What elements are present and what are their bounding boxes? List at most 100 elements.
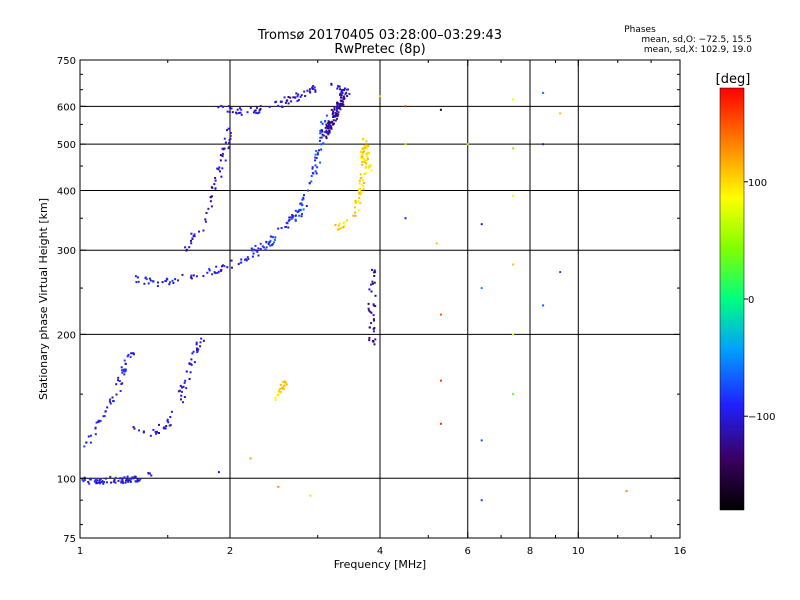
data-point	[304, 95, 307, 97]
data-point	[118, 380, 121, 383]
data-point	[352, 214, 355, 217]
data-point	[199, 341, 202, 344]
data-point	[111, 396, 114, 399]
data-point	[125, 479, 127, 482]
data-point	[369, 163, 372, 166]
data-point	[354, 199, 357, 202]
data-point	[228, 110, 231, 113]
data-point	[124, 368, 127, 371]
data-point	[182, 401, 184, 404]
y-tick-label: 750	[57, 56, 76, 67]
data-point	[294, 209, 297, 212]
data-point	[122, 369, 125, 372]
data-point	[348, 92, 351, 95]
data-point	[334, 119, 337, 122]
data-point	[298, 214, 301, 217]
data-point	[361, 155, 364, 158]
data-point	[320, 143, 323, 146]
data-point	[226, 266, 229, 269]
data-point	[339, 88, 342, 91]
data-point	[254, 244, 257, 247]
data-point	[367, 307, 370, 310]
data-point	[342, 100, 345, 103]
axis-ticks: 1 2 4 6 8 10 16 75 100 200 300 400 500 600 750	[57, 56, 686, 557]
data-point	[133, 427, 136, 430]
data-point	[315, 157, 318, 159]
data-point	[252, 252, 255, 255]
data-point	[370, 283, 372, 286]
data-point	[172, 282, 175, 284]
data-point	[221, 147, 224, 150]
data-point	[357, 200, 360, 203]
data-point	[512, 98, 515, 101]
data-point	[368, 309, 371, 312]
data-point	[358, 182, 361, 185]
data-point	[164, 427, 167, 430]
data-point	[313, 86, 316, 89]
data-point	[362, 188, 365, 191]
data-point	[205, 212, 208, 214]
data-point	[328, 124, 331, 127]
data-point	[158, 432, 160, 434]
data-point	[269, 235, 272, 238]
data-point	[267, 243, 270, 246]
data-point	[347, 88, 350, 91]
data-point	[121, 382, 124, 385]
data-point	[337, 85, 340, 88]
data-point	[223, 147, 226, 150]
data-point	[340, 96, 342, 99]
data-point	[290, 217, 293, 220]
data-point	[294, 218, 297, 221]
data-point	[311, 166, 314, 169]
data-point	[362, 185, 365, 188]
data-point	[216, 167, 219, 170]
data-point	[372, 303, 375, 306]
data-point	[368, 166, 370, 169]
data-point	[143, 282, 146, 285]
data-point	[320, 131, 323, 134]
data-point	[156, 285, 159, 287]
data-point	[318, 139, 321, 142]
data-point	[94, 479, 97, 482]
data-point	[185, 387, 188, 390]
data-point	[121, 371, 124, 374]
data-point	[192, 350, 195, 353]
data-point	[370, 290, 373, 293]
data-point	[366, 147, 369, 150]
data-point	[250, 247, 253, 250]
data-point	[314, 89, 317, 92]
data-point	[193, 235, 196, 238]
data-point	[83, 476, 86, 479]
data-point	[103, 481, 105, 483]
data-point	[373, 269, 376, 272]
data-point	[213, 183, 216, 186]
data-point	[318, 149, 320, 152]
data-point	[211, 273, 214, 276]
data-point	[325, 114, 328, 117]
data-point	[273, 241, 276, 244]
data-point	[259, 248, 262, 250]
data-point	[331, 113, 334, 116]
data-point	[362, 159, 365, 162]
data-point	[379, 95, 381, 98]
data-point	[126, 355, 129, 358]
data-point	[512, 393, 515, 396]
data-point	[97, 420, 100, 423]
data-point	[367, 165, 370, 168]
data-point	[198, 230, 200, 233]
data-point	[89, 441, 92, 444]
data-point	[332, 123, 335, 126]
data-point	[134, 275, 137, 278]
data-point	[322, 142, 325, 145]
data-point	[360, 191, 363, 194]
data-point	[325, 129, 328, 132]
data-point	[256, 250, 259, 253]
data-point	[115, 393, 118, 396]
data-point	[120, 481, 123, 484]
data-point	[299, 208, 302, 211]
data-point	[299, 95, 302, 98]
data-point	[336, 87, 339, 90]
data-point	[361, 176, 364, 179]
data-point	[290, 100, 293, 103]
data-point	[257, 247, 260, 250]
